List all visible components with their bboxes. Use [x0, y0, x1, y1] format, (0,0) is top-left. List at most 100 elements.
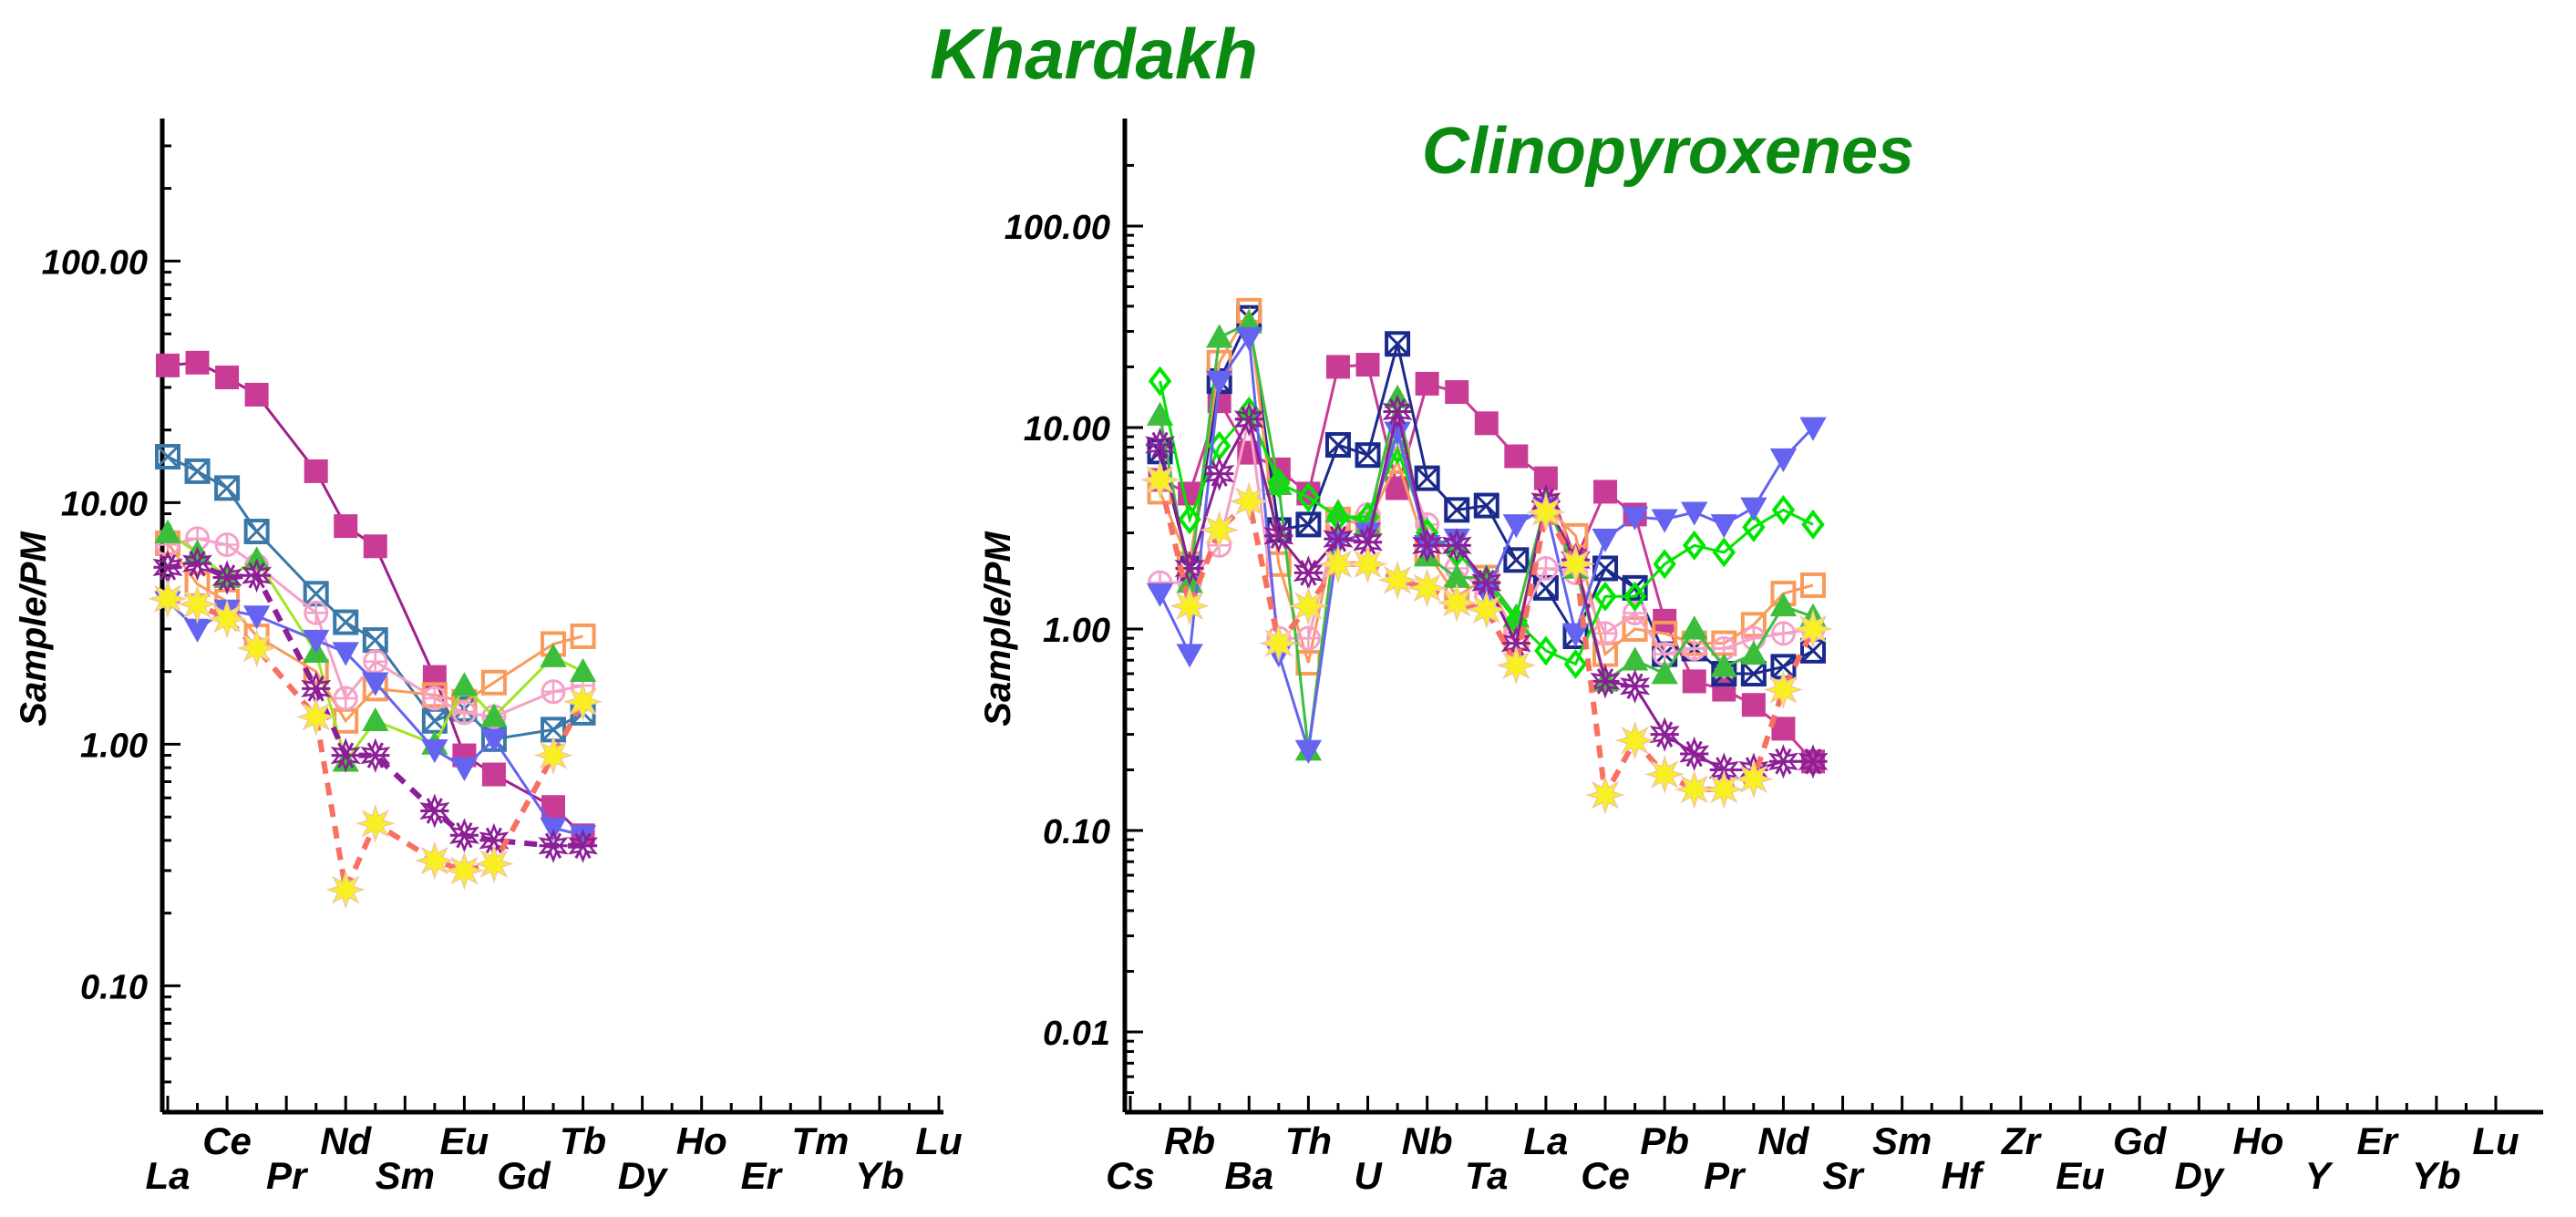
data-point	[1504, 444, 1529, 469]
data-point	[1771, 494, 1796, 525]
data-point	[1561, 623, 1590, 647]
data-point	[450, 672, 479, 696]
data-point	[540, 643, 567, 667]
ree-chart: 100.00 10.00 1.00 0.10 Sample/PM La Ce Pr NdSmEu…	[14, 119, 963, 1197]
chart-subtitle: Clinopyroxenes	[1422, 115, 1914, 188]
data-point	[363, 649, 388, 675]
data-point	[474, 843, 514, 884]
data-point	[154, 519, 181, 543]
data-point	[1740, 497, 1767, 521]
x-tick-label: Eu	[440, 1119, 489, 1162]
data-point	[177, 584, 218, 624]
data-point	[1502, 514, 1530, 539]
data-point	[1592, 621, 1618, 646]
x-tick-label: Tm	[791, 1119, 849, 1162]
data-point	[296, 696, 336, 737]
data-point	[1263, 518, 1294, 553]
data-point	[362, 672, 389, 696]
data-point	[1296, 482, 1321, 513]
data-point	[481, 762, 506, 787]
data-point	[1415, 371, 1439, 396]
y-tick-label: 10.00	[1024, 410, 1110, 449]
x-tick-label: Ce	[1581, 1154, 1630, 1197]
data-point	[1798, 744, 1829, 779]
data-point	[1145, 427, 1176, 463]
data-point	[1763, 669, 1804, 710]
x-tick-label: Tb	[560, 1119, 606, 1162]
data-point	[1771, 717, 1796, 741]
data-point	[1295, 625, 1321, 651]
x-tick-label: Dy	[2174, 1154, 2225, 1197]
data-point	[1437, 583, 1477, 623]
data-point	[1199, 510, 1240, 551]
x-tick-label: Th	[1285, 1119, 1332, 1162]
x-tick-label: Yb	[855, 1154, 904, 1197]
x-tick-label: La	[1523, 1119, 1568, 1162]
data-point	[1444, 497, 1470, 523]
series-line	[167, 595, 586, 900]
data-point	[1534, 635, 1558, 666]
data-point	[1710, 514, 1737, 539]
figure-title: Khardakh	[930, 14, 1258, 94]
data-point	[1382, 394, 1413, 429]
y-tick-label: 0.10	[80, 968, 148, 1006]
data-point	[360, 737, 391, 773]
data-point	[1734, 758, 1774, 799]
x-tick-label: Ho	[2232, 1119, 2283, 1162]
data-point	[1178, 504, 1201, 535]
data-point	[236, 628, 277, 668]
data-point	[1467, 589, 1507, 630]
data-point	[1741, 693, 1766, 717]
data-point	[480, 703, 508, 727]
data-point	[1799, 417, 1827, 441]
data-point	[1623, 600, 1648, 625]
data-point	[569, 657, 597, 682]
data-point	[1473, 492, 1499, 519]
data-point	[242, 605, 271, 630]
data-point	[1621, 506, 1649, 531]
data-point	[214, 532, 240, 558]
data-point	[1590, 664, 1621, 699]
data-point	[243, 519, 270, 545]
y-tick-label: 100.00	[1005, 209, 1110, 247]
data-point	[242, 558, 273, 593]
data-point	[448, 818, 479, 853]
data-point	[1412, 528, 1443, 563]
data-point	[1769, 448, 1798, 473]
data-point	[1259, 623, 1299, 664]
data-point	[1681, 501, 1708, 526]
data-point	[184, 458, 211, 484]
data-point	[1682, 669, 1706, 694]
y-axis-label: Sample/PM	[14, 531, 54, 727]
data-point	[1496, 645, 1536, 686]
y-tick-label: 1.00	[1043, 612, 1110, 650]
x-tick-label: Lu	[2472, 1119, 2519, 1162]
data-point	[1704, 769, 1744, 810]
data-point	[1681, 615, 1708, 640]
data-point	[325, 870, 366, 910]
data-point	[538, 828, 569, 863]
data-point	[1710, 653, 1737, 677]
x-tick-label: Er	[741, 1154, 784, 1197]
y-tick-label: 0.01	[1043, 1015, 1110, 1053]
data-point	[1800, 572, 1826, 598]
data-point	[155, 443, 180, 469]
x-tick-label: Zr	[2001, 1119, 2043, 1162]
x-tick-label: Nb	[1402, 1119, 1453, 1162]
data-point	[1294, 739, 1323, 764]
data-point	[1318, 544, 1358, 584]
data-point	[1386, 476, 1410, 500]
data-point	[1585, 775, 1625, 815]
x-tick-label: Nd	[1757, 1119, 1809, 1162]
data-point	[1355, 353, 1380, 377]
data-point	[1623, 581, 1647, 612]
data-point	[1170, 586, 1210, 626]
series-4	[155, 526, 596, 729]
data-point	[1793, 609, 1833, 649]
data-point	[333, 609, 359, 635]
data-point	[1621, 646, 1649, 671]
data-point	[355, 803, 396, 843]
data-point	[422, 686, 448, 711]
x-tick-label: Pr	[1704, 1154, 1747, 1197]
